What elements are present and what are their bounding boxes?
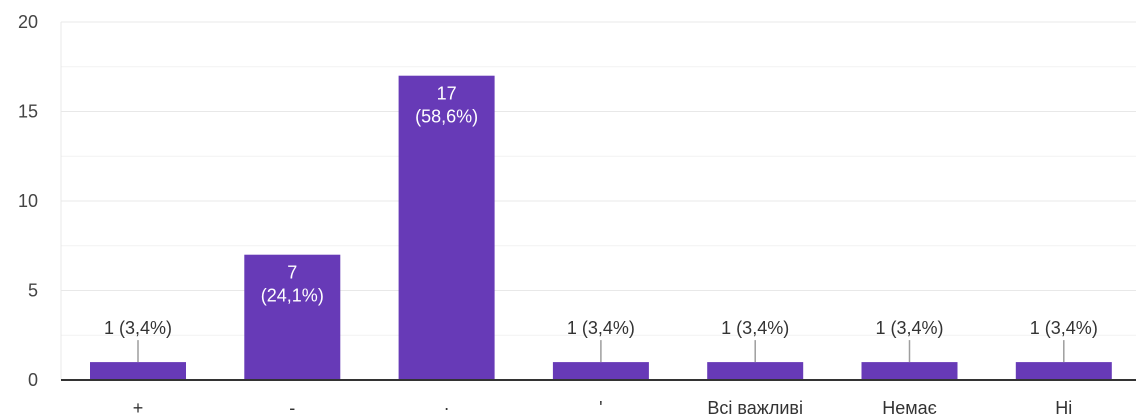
x-tick-label: ' xyxy=(599,398,602,418)
bars xyxy=(90,75,1112,380)
data-label: 1 (3,4%) xyxy=(1030,318,1098,338)
x-tick-label: Ні xyxy=(1055,398,1072,418)
x-tick-label: Всі важливі xyxy=(707,398,803,418)
x-tick-label: - xyxy=(289,398,295,418)
x-tick-label: · xyxy=(444,398,450,418)
y-tick-label: 5 xyxy=(28,281,38,301)
data-label: 17 xyxy=(437,84,457,104)
bar xyxy=(244,254,341,380)
bar xyxy=(90,362,186,380)
y-tick-label: 20 xyxy=(18,12,38,32)
y-tick-label: 0 xyxy=(28,370,38,390)
grid-lines xyxy=(60,21,1136,380)
bar xyxy=(861,362,958,380)
bar xyxy=(1015,362,1112,380)
bar xyxy=(398,75,495,380)
y-tick-label: 15 xyxy=(18,102,38,122)
data-label: 1 (3,4%) xyxy=(567,318,635,338)
data-label: 7 xyxy=(287,263,297,283)
data-label: (58,6%) xyxy=(415,107,478,127)
data-labels: 1 (3,4%) 7 (24,1%) 17 (58,6%) 1 (3,4%) 1 (3,4%… xyxy=(104,84,1098,363)
bar xyxy=(707,362,804,380)
y-axis-ticks: 0 5 10 15 20 xyxy=(18,12,38,390)
x-tick-label: Немає xyxy=(882,398,937,418)
data-label: (24,1%) xyxy=(261,286,324,306)
data-label: 1 (3,4%) xyxy=(875,318,943,338)
bar xyxy=(552,362,649,380)
x-axis-categories: + - · ' Всі важливі Немає Ні xyxy=(133,398,1073,418)
data-label: 1 (3,4%) xyxy=(104,318,172,338)
x-tick-label: + xyxy=(133,398,144,418)
data-label: 1 (3,4%) xyxy=(721,318,789,338)
y-tick-label: 10 xyxy=(18,191,38,211)
